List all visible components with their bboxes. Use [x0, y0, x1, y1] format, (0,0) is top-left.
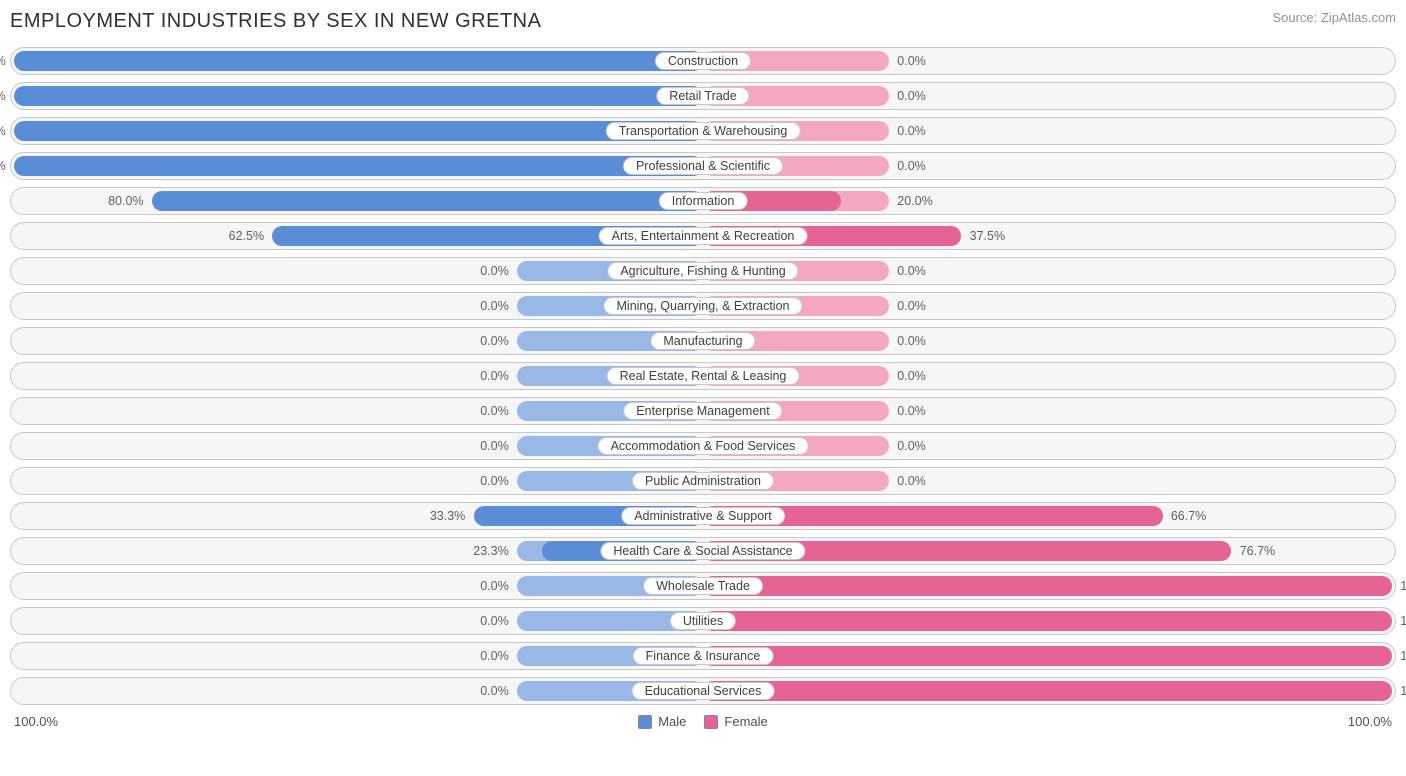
female-bar [703, 611, 1392, 631]
chart-footer: 100.0% Male Female 100.0% [10, 712, 1396, 729]
female-value: 20.0% [897, 194, 932, 208]
female-value: 100.0% [1400, 649, 1406, 663]
chart-row: 0.0%100.0%Educational Services [10, 677, 1396, 705]
female-value: 66.7% [1171, 509, 1206, 523]
male-swatch-icon [638, 715, 652, 729]
chart-row: 100.0%0.0%Construction [10, 47, 1396, 75]
female-value: 0.0% [897, 474, 926, 488]
category-label: Accommodation & Food Services [598, 437, 809, 455]
chart-row: 0.0% 0.0% Manufacturing [10, 327, 1396, 355]
female-value: 100.0% [1400, 684, 1406, 698]
axis-left-label: 100.0% [14, 714, 58, 729]
category-label: Utilities [670, 612, 736, 630]
male-value: 100.0% [0, 124, 6, 138]
legend-female: Female [704, 714, 767, 729]
male-value: 33.3% [430, 509, 465, 523]
category-label: Construction [655, 52, 751, 70]
male-value: 0.0% [480, 614, 509, 628]
female-bar [703, 681, 1392, 701]
female-bar [703, 576, 1392, 596]
chart-row: 100.0%0.0%Retail Trade [10, 82, 1396, 110]
chart-row: 0.0%100.0%Utilities [10, 607, 1396, 635]
female-value: 0.0% [897, 124, 926, 138]
female-value: 37.5% [970, 229, 1005, 243]
category-label: Arts, Entertainment & Recreation [599, 227, 808, 245]
category-label: Wholesale Trade [643, 577, 763, 595]
male-bar [14, 156, 703, 176]
male-value: 23.3% [473, 544, 508, 558]
chart-row: 0.0% 0.0% Real Estate, Rental & Leasing [10, 362, 1396, 390]
chart-row: 100.0%0.0%Professional & Scientific [10, 152, 1396, 180]
category-label: Educational Services [632, 682, 775, 700]
category-label: Finance & Insurance [633, 647, 774, 665]
legend-male-label: Male [658, 714, 686, 729]
legend-male: Male [638, 714, 686, 729]
category-label: Health Care & Social Assistance [600, 542, 805, 560]
female-value: 0.0% [897, 89, 926, 103]
female-value: 0.0% [897, 54, 926, 68]
male-value: 80.0% [108, 194, 143, 208]
chart-row: 0.0% 0.0% Mining, Quarrying, & Extraction [10, 292, 1396, 320]
category-label: Information [659, 192, 748, 210]
female-value: 0.0% [897, 404, 926, 418]
category-label: Administrative & Support [621, 507, 785, 525]
male-bar [14, 86, 703, 106]
male-value: 0.0% [480, 649, 509, 663]
male-bar [14, 121, 703, 141]
male-value: 62.5% [229, 229, 264, 243]
chart-row: 33.3% 66.7% Administrative & Support [10, 502, 1396, 530]
category-label: Agriculture, Fishing & Hunting [607, 262, 798, 280]
category-label: Transportation & Warehousing [606, 122, 801, 140]
category-label: Retail Trade [656, 87, 749, 105]
male-value: 0.0% [480, 369, 509, 383]
male-value: 0.0% [480, 264, 509, 278]
male-value: 0.0% [480, 684, 509, 698]
chart-row: 0.0% 0.0% Agriculture, Fishing & Hunting [10, 257, 1396, 285]
chart-row: 0.0% 0.0% Enterprise Management [10, 397, 1396, 425]
female-value: 0.0% [897, 159, 926, 173]
chart-row: 0.0% 0.0% Accommodation & Food Services [10, 432, 1396, 460]
female-value: 0.0% [897, 369, 926, 383]
chart-header: EMPLOYMENT INDUSTRIES BY SEX IN NEW GRET… [10, 10, 1396, 33]
category-label: Manufacturing [650, 332, 755, 350]
female-swatch-icon [704, 715, 718, 729]
female-value: 0.0% [897, 299, 926, 313]
category-label: Real Estate, Rental & Leasing [607, 367, 800, 385]
male-value: 0.0% [480, 299, 509, 313]
chart-row: 62.5% 37.5% Arts, Entertainment & Recreati… [10, 222, 1396, 250]
chart-row: 0.0%100.0%Finance & Insurance [10, 642, 1396, 670]
chart-source: Source: ZipAtlas.com [1272, 10, 1396, 25]
chart-row: 100.0%0.0%Transportation & Warehousing [10, 117, 1396, 145]
chart-row: 23.3% 76.7% Health Care & Social Assistanc… [10, 537, 1396, 565]
male-value: 0.0% [480, 579, 509, 593]
female-value: 0.0% [897, 264, 926, 278]
chart-title: EMPLOYMENT INDUSTRIES BY SEX IN NEW GRET… [10, 10, 541, 33]
female-bar [703, 646, 1392, 666]
female-value: 0.0% [897, 439, 926, 453]
male-value: 0.0% [480, 439, 509, 453]
male-value: 100.0% [0, 54, 6, 68]
female-value: 0.0% [897, 334, 926, 348]
male-value: 0.0% [480, 404, 509, 418]
chart-row: 0.0% 0.0% Public Administration [10, 467, 1396, 495]
male-value: 100.0% [0, 159, 6, 173]
category-label: Enterprise Management [623, 402, 782, 420]
male-value: 100.0% [0, 89, 6, 103]
category-label: Mining, Quarrying, & Extraction [604, 297, 803, 315]
category-label: Public Administration [632, 472, 774, 490]
legend: Male Female [638, 714, 768, 729]
chart-row: 0.0%100.0%Wholesale Trade [10, 572, 1396, 600]
diverging-bar-chart: 100.0%0.0%Construction100.0%0.0%Retail T… [10, 47, 1396, 705]
legend-female-label: Female [724, 714, 767, 729]
category-label: Professional & Scientific [623, 157, 783, 175]
male-bar [14, 51, 703, 71]
chart-row: 80.0% 20.0% Information [10, 187, 1396, 215]
axis-right-label: 100.0% [1348, 714, 1392, 729]
male-bar [152, 191, 703, 211]
female-value: 76.7% [1240, 544, 1275, 558]
female-value: 100.0% [1400, 614, 1406, 628]
female-value: 100.0% [1400, 579, 1406, 593]
male-value: 0.0% [480, 474, 509, 488]
male-value: 0.0% [480, 334, 509, 348]
